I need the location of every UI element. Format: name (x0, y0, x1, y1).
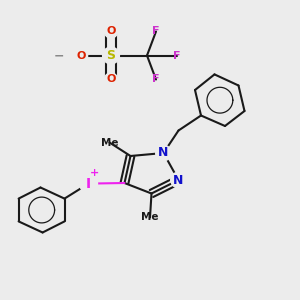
Text: O: O (106, 74, 116, 85)
Text: Me: Me (141, 212, 159, 223)
Circle shape (80, 175, 98, 193)
Text: −: − (53, 49, 64, 62)
Text: I: I (86, 177, 91, 190)
Circle shape (104, 73, 118, 86)
Text: F: F (173, 50, 181, 61)
Circle shape (74, 49, 88, 62)
Text: +: + (90, 167, 99, 178)
Text: O: O (106, 26, 116, 37)
Text: Me: Me (101, 137, 118, 148)
Text: F: F (152, 74, 160, 85)
Text: N: N (173, 173, 184, 187)
Text: O: O (76, 50, 86, 61)
Text: F: F (152, 26, 160, 37)
Circle shape (156, 145, 171, 161)
Circle shape (171, 172, 186, 188)
Circle shape (104, 25, 118, 38)
Text: N: N (158, 146, 169, 160)
Text: S: S (106, 49, 116, 62)
Circle shape (103, 47, 119, 64)
